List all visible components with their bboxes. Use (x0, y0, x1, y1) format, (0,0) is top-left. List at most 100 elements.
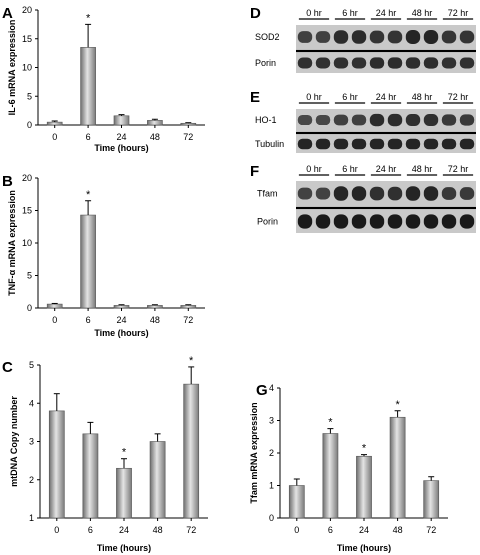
panel-letter: G (256, 382, 268, 399)
blot-row-label: Porin (257, 217, 278, 227)
significance-marker: * (86, 189, 91, 201)
lane-label: 24 hr (376, 92, 397, 102)
x-tick-label: 48 (153, 525, 163, 535)
blot-band (333, 186, 349, 201)
lane-label: 72 hr (448, 164, 469, 174)
blot-band (315, 138, 331, 150)
blot-band (369, 186, 385, 201)
significance-marker: * (86, 12, 91, 24)
x-tick-label: 6 (86, 315, 91, 325)
x-tick-label: 0 (54, 525, 59, 535)
lane-label: 6 hr (342, 92, 358, 102)
chart-panel-a: A 0 5 10 15 20 0 * 6 24 48 72 Time (hours) IL-6 mRNA … (2, 5, 205, 153)
blot-row-label: Porin (255, 58, 276, 68)
blot-band (459, 114, 475, 126)
bar (46, 121, 63, 126)
bar (149, 441, 166, 519)
blot-band (387, 186, 403, 201)
chart-panel-c: C 1 2 3 4 5 0 6 * 24 48 * 72 Time (hours) mtDNA Copy n… (2, 355, 208, 553)
blot-band (333, 30, 349, 44)
y-tick-label: 0 (27, 120, 32, 130)
bar (180, 305, 197, 309)
x-tick-label: 72 (426, 525, 436, 535)
bar (80, 47, 96, 126)
bar (113, 115, 130, 126)
x-tick-label: 72 (183, 132, 193, 142)
y-tick-label: 0 (269, 513, 274, 523)
y-axis-title: TNF-α mRNA expression (7, 190, 17, 296)
x-tick-label: 48 (150, 132, 160, 142)
y-tick-label: 10 (22, 63, 32, 73)
blot-row-label: SOD2 (255, 32, 280, 42)
lane-label: 48 hr (412, 164, 433, 174)
bar (82, 433, 99, 519)
blot-band (405, 57, 421, 69)
blot-panel-d: D 0 hr 6 hr 24 hr 48 hr 72 hr SOD2 Porin (250, 5, 476, 73)
lane-label: 6 hr (342, 164, 358, 174)
significance-marker: * (122, 447, 127, 459)
panel-letter: E (250, 89, 260, 106)
y-tick-label: 4 (29, 398, 34, 408)
y-tick-label: 2 (29, 475, 34, 485)
blot-band (315, 31, 331, 43)
y-tick-label: 20 (22, 5, 32, 15)
blot-row-label: Tfam (257, 189, 278, 199)
panel-letter: F (250, 163, 259, 180)
blot-band (297, 31, 313, 43)
blot-panel-e: E 0 hr 6 hr 24 hr 48 hr 72 hr HO-1 Tubulin (250, 89, 476, 153)
blot-band (351, 214, 367, 229)
y-tick-label: 1 (269, 481, 274, 491)
x-tick-label: 6 (86, 132, 91, 142)
x-tick-label: 24 (116, 315, 126, 325)
blot-band (333, 138, 349, 150)
blot-band (441, 57, 457, 69)
blot-band (423, 30, 439, 44)
lane-label: 24 hr (376, 8, 397, 18)
blot-band (369, 113, 385, 127)
bar (80, 214, 96, 309)
x-axis-title: Time (hours) (94, 328, 148, 338)
y-tick-label: 5 (29, 360, 34, 370)
y-tick-label: 4 (269, 383, 274, 393)
blot-band (423, 114, 439, 126)
blot-band (405, 114, 421, 126)
blot-band (333, 214, 349, 229)
panel-letter: B (2, 173, 13, 190)
blot-band (459, 30, 475, 44)
blot-band (405, 214, 421, 229)
blot-band (369, 30, 385, 44)
blot-band (423, 214, 439, 229)
blot-band (441, 187, 457, 200)
y-tick-label: 3 (269, 416, 274, 426)
lane-label: 0 hr (306, 164, 322, 174)
blot-band (387, 57, 403, 69)
blot-row-label: HO-1 (255, 115, 277, 125)
x-tick-label: 0 (52, 132, 57, 142)
x-tick-label: 24 (359, 525, 369, 535)
lane-label: 48 hr (412, 8, 433, 18)
y-axis-title: Tfam mRNA expression (249, 402, 259, 503)
blot-band (405, 30, 421, 44)
y-tick-label: 3 (29, 437, 34, 447)
blot-band (297, 114, 313, 126)
blot-band (441, 214, 457, 229)
blot-band (297, 57, 313, 69)
bar (356, 455, 372, 519)
bar (183, 383, 200, 519)
lane-label: 72 hr (448, 8, 469, 18)
x-tick-label: 0 (52, 315, 57, 325)
bar (147, 305, 163, 309)
blot-band (351, 186, 367, 201)
y-tick-label: 5 (27, 271, 32, 281)
blot-band (333, 114, 349, 126)
significance-marker: * (362, 443, 367, 455)
x-tick-label: 24 (119, 525, 129, 535)
blot-band (315, 214, 331, 229)
blot-band (387, 113, 403, 127)
blot-band (423, 57, 439, 69)
x-tick-label: 48 (150, 315, 160, 325)
x-axis-title: Time (hours) (94, 143, 148, 153)
lane-label: 24 hr (376, 164, 397, 174)
x-tick-label: 48 (393, 525, 403, 535)
